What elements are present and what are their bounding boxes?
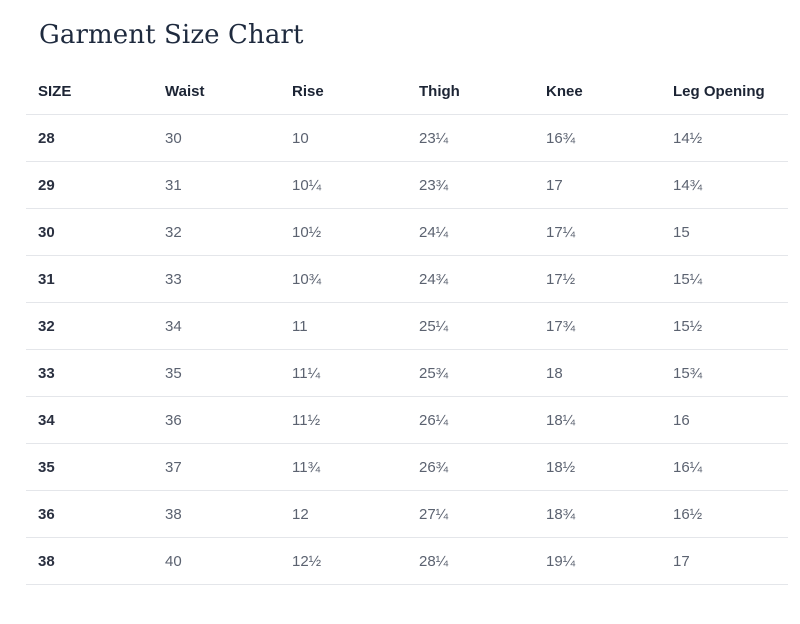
cell-thigh: 28¼	[407, 537, 534, 585]
table-row: 28 30 10 23¼ 16¾ 14½	[26, 114, 788, 162]
cell-waist: 31	[153, 161, 280, 209]
cell-waist: 40	[153, 537, 280, 585]
table-header-row: SIZE Waist Rise Thigh Knee Leg Opening	[26, 68, 788, 115]
cell-waist: 34	[153, 302, 280, 350]
cell-leg-opening: 15	[661, 208, 788, 256]
cell-waist: 37	[153, 443, 280, 491]
cell-leg-opening: 17	[661, 537, 788, 585]
column-header-rise: Rise	[280, 68, 407, 115]
page-title: Garment Size Chart	[39, 20, 304, 50]
cell-size: 33	[26, 349, 153, 397]
size-chart-table: SIZE Waist Rise Thigh Knee Leg Opening 2…	[26, 68, 788, 585]
column-header-leg-opening: Leg Opening	[661, 68, 788, 115]
cell-rise: 12	[280, 490, 407, 538]
cell-waist: 30	[153, 114, 280, 162]
cell-size: 29	[26, 161, 153, 209]
cell-size: 36	[26, 490, 153, 538]
cell-thigh: 26¼	[407, 396, 534, 444]
cell-waist: 38	[153, 490, 280, 538]
column-header-waist: Waist	[153, 68, 280, 115]
cell-rise: 10¼	[280, 161, 407, 209]
cell-waist: 33	[153, 255, 280, 303]
cell-leg-opening: 14½	[661, 114, 788, 162]
cell-size: 30	[26, 208, 153, 256]
cell-size: 28	[26, 114, 153, 162]
table-body: 28 30 10 23¼ 16¾ 14½ 29 31 10¼ 23¾ 17 14¾ 30 32 10½ 24¼…	[26, 114, 788, 585]
column-header-knee: Knee	[534, 68, 661, 115]
cell-size: 31	[26, 255, 153, 303]
cell-rise: 10¾	[280, 255, 407, 303]
cell-knee: 17½	[534, 255, 661, 303]
table-row: 30 32 10½ 24¼ 17¼ 15	[26, 208, 788, 256]
cell-leg-opening: 15¼	[661, 255, 788, 303]
cell-knee: 18¾	[534, 490, 661, 538]
cell-thigh: 26¾	[407, 443, 534, 491]
cell-rise: 10½	[280, 208, 407, 256]
cell-knee: 18½	[534, 443, 661, 491]
cell-thigh: 23¼	[407, 114, 534, 162]
cell-leg-opening: 16¼	[661, 443, 788, 491]
cell-leg-opening: 14¾	[661, 161, 788, 209]
cell-knee: 16¾	[534, 114, 661, 162]
cell-rise: 11½	[280, 396, 407, 444]
table-row: 33 35 11¼ 25¾ 18 15¾	[26, 349, 788, 397]
cell-leg-opening: 15½	[661, 302, 788, 350]
cell-thigh: 24¼	[407, 208, 534, 256]
column-header-thigh: Thigh	[407, 68, 534, 115]
cell-rise: 11	[280, 302, 407, 350]
cell-knee: 18¼	[534, 396, 661, 444]
cell-knee: 19¼	[534, 537, 661, 585]
cell-rise: 10	[280, 114, 407, 162]
cell-waist: 35	[153, 349, 280, 397]
cell-knee: 17¼	[534, 208, 661, 256]
table-row: 34 36 11½ 26¼ 18¼ 16	[26, 396, 788, 444]
table-row: 35 37 11¾ 26¾ 18½ 16¼	[26, 443, 788, 491]
cell-size: 35	[26, 443, 153, 491]
cell-knee: 18	[534, 349, 661, 397]
cell-knee: 17	[534, 161, 661, 209]
cell-rise: 11¼	[280, 349, 407, 397]
cell-leg-opening: 15¾	[661, 349, 788, 397]
cell-thigh: 23¾	[407, 161, 534, 209]
cell-size: 38	[26, 537, 153, 585]
table-row: 31 33 10¾ 24¾ 17½ 15¼	[26, 255, 788, 303]
table-row: 29 31 10¼ 23¾ 17 14¾	[26, 161, 788, 209]
cell-size: 34	[26, 396, 153, 444]
cell-leg-opening: 16	[661, 396, 788, 444]
table-row: 38 40 12½ 28¼ 19¼ 17	[26, 537, 788, 585]
cell-size: 32	[26, 302, 153, 350]
cell-thigh: 25¾	[407, 349, 534, 397]
cell-thigh: 25¼	[407, 302, 534, 350]
cell-waist: 36	[153, 396, 280, 444]
table-row: 32 34 11 25¼ 17¾ 15½	[26, 302, 788, 350]
cell-waist: 32	[153, 208, 280, 256]
cell-thigh: 24¾	[407, 255, 534, 303]
table-row: 36 38 12 27¼ 18¾ 16½	[26, 490, 788, 538]
column-header-size: SIZE	[26, 68, 153, 115]
cell-rise: 11¾	[280, 443, 407, 491]
cell-thigh: 27¼	[407, 490, 534, 538]
cell-rise: 12½	[280, 537, 407, 585]
cell-knee: 17¾	[534, 302, 661, 350]
cell-leg-opening: 16½	[661, 490, 788, 538]
